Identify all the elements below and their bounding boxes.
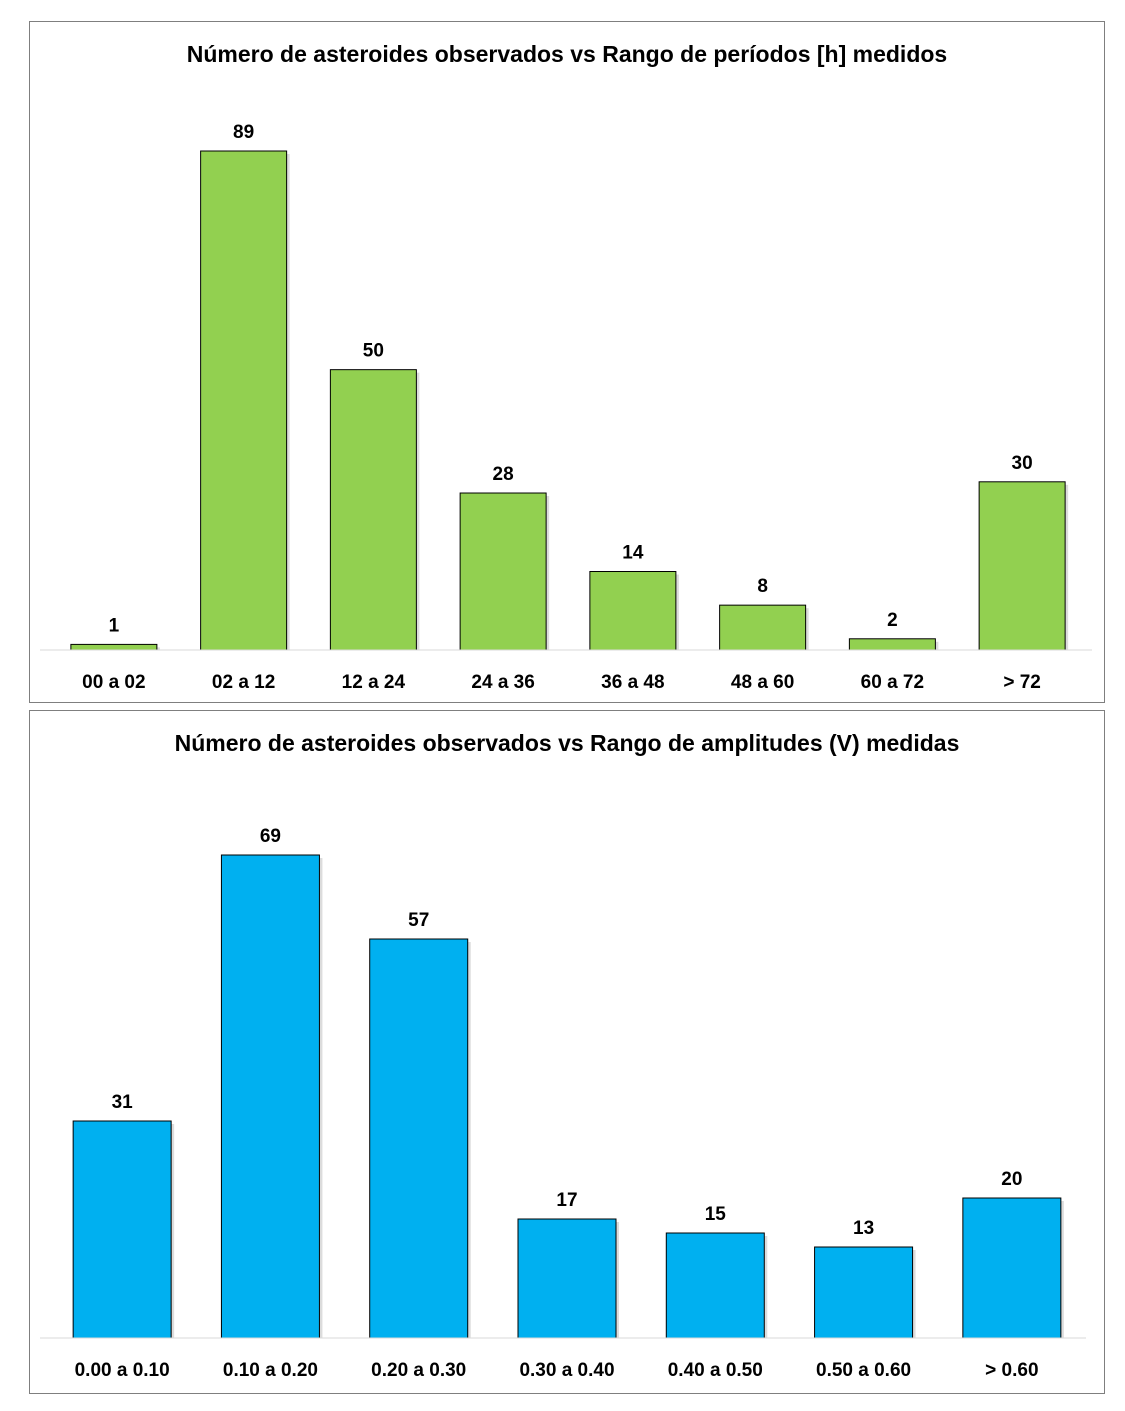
amplitude-data-label: 17 [556, 1190, 577, 1211]
amplitude-bar [220, 854, 320, 1339]
amplitude-bar [517, 1218, 617, 1339]
amplitude-tick-label: 0.40 a 0.50 [668, 1360, 763, 1381]
amplitude-tick-label: 0.10 a 0.20 [223, 1360, 318, 1381]
period-chart: Número de asteroides observados vs Rango… [40, 41, 1092, 693]
period-data-label: 89 [233, 122, 254, 143]
period-data-label: 8 [757, 576, 768, 597]
period-chart-panel: Número de asteroides observados vs Rango… [29, 21, 1105, 703]
period-bar [978, 481, 1066, 651]
period-data-label: 28 [493, 464, 514, 485]
amplitude-chart: Número de asteroides observados vs Rango… [40, 730, 1086, 1381]
period-tick-label: > 72 [1003, 672, 1041, 693]
period-tick-label: 12 a 24 [342, 672, 406, 693]
amplitude-data-label: 69 [260, 826, 281, 847]
amplitude-bar [369, 938, 469, 1339]
amplitude-bar [962, 1197, 1062, 1339]
amplitude-tick-label: 0.50 a 0.60 [816, 1360, 911, 1381]
amplitude-data-label: 13 [853, 1218, 874, 1239]
period-tick-label: 60 a 72 [861, 672, 924, 693]
period-data-label: 30 [1012, 453, 1033, 474]
period-tick-label: 24 a 36 [471, 672, 534, 693]
amplitude-data-label: 15 [705, 1204, 727, 1225]
period-data-label: 2 [887, 610, 898, 631]
period-tick-label: 36 a 48 [601, 672, 664, 693]
period-data-label: 14 [622, 543, 644, 564]
amplitude-bar [665, 1232, 765, 1339]
amplitude-chart-bars: 31 0.00 a 0.10 69 0.10 a 0.20 57 0.20 a 0.30 1… [72, 826, 1064, 1381]
period-chart-title: Número de asteroides observados vs Rango… [187, 41, 947, 67]
amplitude-bar [814, 1246, 914, 1339]
amplitude-chart-panel: Número de asteroides observados vs Rango… [29, 710, 1105, 1394]
period-bar [200, 150, 288, 651]
period-bar [459, 492, 547, 651]
period-tick-label: 48 a 60 [731, 672, 794, 693]
amplitude-tick-label: 0.20 a 0.30 [371, 1360, 466, 1381]
period-tick-label: 02 a 12 [212, 672, 275, 693]
amplitude-chart-title: Número de asteroides observados vs Rango… [175, 730, 960, 756]
amplitude-data-label: 31 [112, 1092, 134, 1113]
amplitude-data-label: 20 [1001, 1169, 1022, 1190]
period-data-label: 50 [363, 341, 384, 362]
amplitude-tick-label: > 0.60 [985, 1360, 1038, 1381]
period-bar [848, 638, 936, 651]
period-bar [329, 369, 417, 651]
period-tick-label: 00 a 02 [82, 672, 145, 693]
amplitude-data-label: 57 [408, 910, 429, 931]
period-bar [70, 643, 158, 651]
amplitude-tick-label: 0.30 a 0.40 [519, 1360, 614, 1381]
period-bar [589, 571, 677, 651]
amplitude-bar [72, 1120, 172, 1339]
period-bar [719, 604, 807, 651]
amplitude-tick-label: 0.00 a 0.10 [75, 1360, 170, 1381]
period-data-label: 1 [109, 615, 120, 636]
